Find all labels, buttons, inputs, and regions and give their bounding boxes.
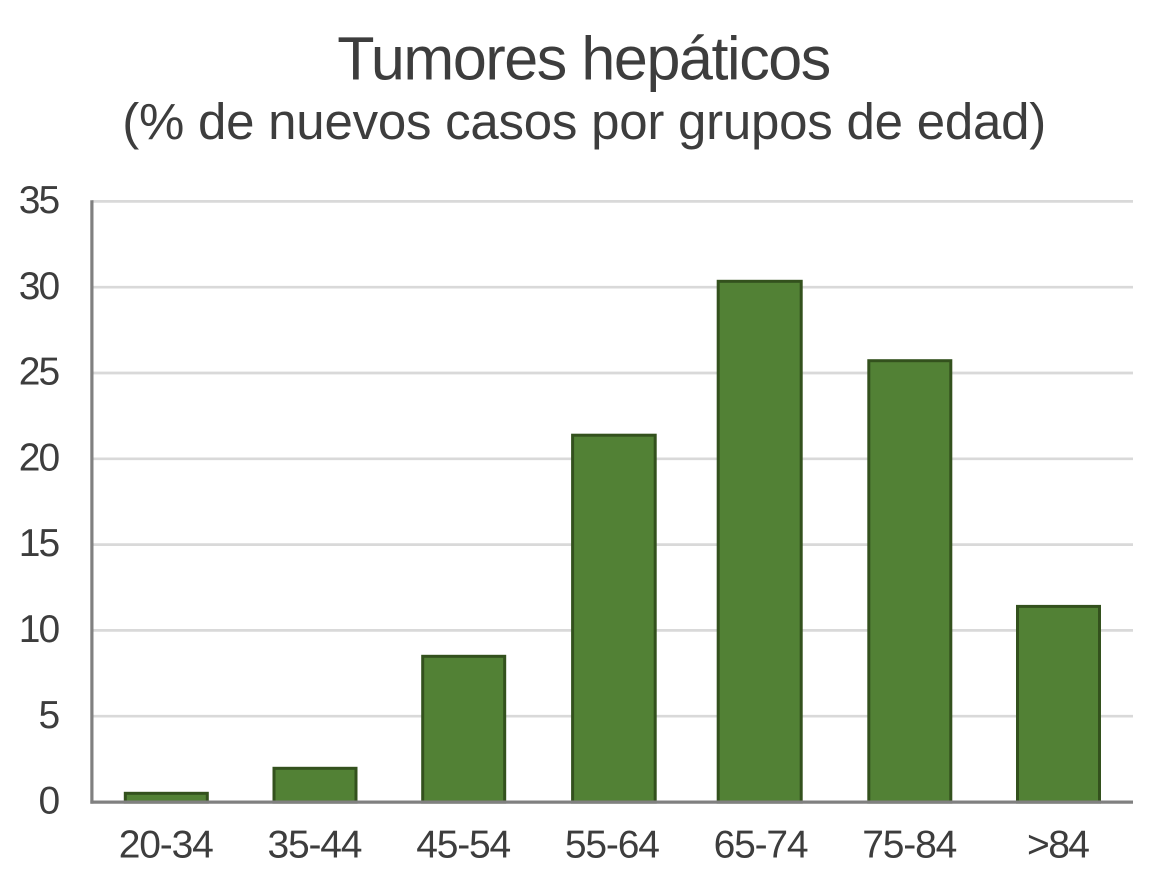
svg-text:(% de nuevos casos por grupos: (% de nuevos casos por grupos de edad) xyxy=(122,93,1046,150)
svg-text:0: 0 xyxy=(38,780,60,823)
svg-text:>84: >84 xyxy=(1027,823,1090,866)
svg-text:65-74: 65-74 xyxy=(714,823,809,866)
svg-text:5: 5 xyxy=(38,694,60,737)
svg-text:20-34: 20-34 xyxy=(119,823,214,866)
svg-text:30: 30 xyxy=(19,265,60,308)
svg-text:35: 35 xyxy=(19,179,60,222)
svg-text:10: 10 xyxy=(19,608,60,651)
svg-text:20: 20 xyxy=(19,436,60,479)
svg-text:45-54: 45-54 xyxy=(416,823,511,866)
svg-text:35-44: 35-44 xyxy=(268,823,363,866)
svg-text:25: 25 xyxy=(19,351,60,394)
svg-text:75-84: 75-84 xyxy=(862,823,957,866)
svg-text:Tumores hepáticos: Tumores hepáticos xyxy=(337,24,831,92)
svg-text:15: 15 xyxy=(19,522,60,565)
svg-text:55-64: 55-64 xyxy=(565,823,660,866)
